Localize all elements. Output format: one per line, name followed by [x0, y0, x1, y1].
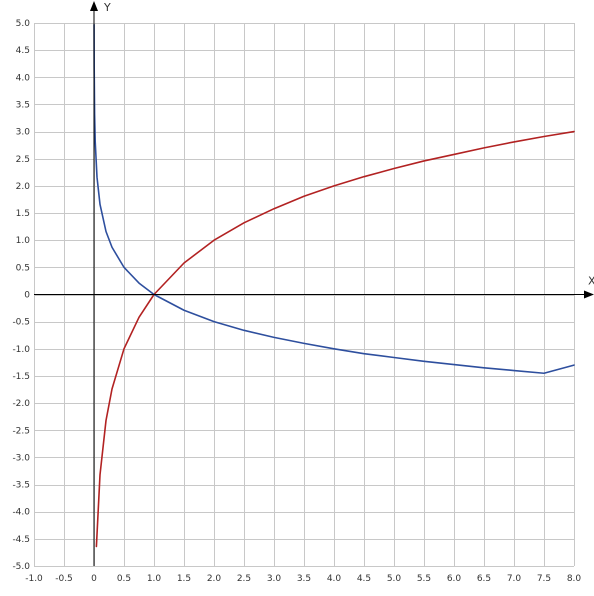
x-tick-label: 5.5 — [417, 574, 431, 584]
x-tick-label: 4.5 — [357, 574, 371, 584]
y-tick-label: 1.0 — [16, 236, 31, 246]
y-tick-label: 1.5 — [16, 209, 30, 219]
x-tick-label: 3.0 — [267, 574, 282, 584]
x-tick-label: 1.5 — [177, 574, 191, 584]
y-tick-label: -4.5 — [12, 535, 30, 545]
y-tick-label: 5.0 — [16, 19, 31, 29]
y-tick-label: 2.5 — [16, 155, 30, 165]
y-tick-label: -1.5 — [12, 372, 30, 382]
x-tick-label: 2.5 — [237, 574, 251, 584]
y-tick-label: 3.0 — [16, 128, 31, 138]
x-tick-label: 0 — [91, 574, 97, 584]
x-tick-label: 7.5 — [537, 574, 551, 584]
series-line-1 — [95, 130, 575, 548]
series-line-2 — [93, 23, 575, 375]
x-tick-label: 1.0 — [147, 574, 162, 584]
y-tick-label: 2.0 — [16, 182, 31, 192]
y-tick-label: -2.0 — [12, 399, 30, 409]
x-tick-label: 3.5 — [297, 574, 311, 584]
y-tick-label: -3.5 — [12, 481, 30, 491]
y-tick-label: 0.5 — [16, 263, 30, 273]
y-tick-label: -4.0 — [12, 508, 30, 518]
y-tick-label: 4.5 — [16, 46, 30, 56]
x-tick-label: 6.5 — [477, 574, 491, 584]
x-tick-labels: -1.0 -0.5 0 0.5 1.0 1.5 2.0 2.5 3.0 3.5 4.0 4.5 5.0 5… — [25, 574, 581, 584]
y-tick-label: -5.0 — [12, 562, 30, 572]
y-tick-label: 4.0 — [16, 73, 31, 83]
x-tick-label: -1.0 — [25, 574, 43, 584]
x-axis-arrow-icon — [584, 290, 594, 299]
x-tick-label: 2.0 — [207, 574, 222, 584]
axes: X Y — [34, 1, 594, 566]
y-tick-label: -1.0 — [12, 345, 30, 355]
y-tick-labels: 5.0 4.5 4.0 3.5 3.0 2.5 2.0 1.5 1.0 0.5 0 -0.5 -1.0 -… — [12, 19, 30, 572]
x-tick-label: 6.0 — [447, 574, 462, 584]
y-tick-label: 0 — [24, 291, 30, 301]
y-tick-label: 3.5 — [16, 100, 30, 110]
y-axis-label: Y — [103, 1, 111, 14]
y-axis-arrow-icon — [90, 1, 98, 11]
x-tick-label: 7.0 — [507, 574, 522, 584]
x-tick-label: 5.0 — [387, 574, 402, 584]
y-tick-label: -2.5 — [12, 426, 30, 436]
series-layer — [93, 23, 575, 548]
x-axis-label: X — [588, 275, 594, 288]
x-tick-label: 8.0 — [567, 574, 582, 584]
x-tick-label: 0.5 — [117, 574, 131, 584]
y-tick-label: -3.0 — [12, 453, 30, 463]
x-tick-label: -0.5 — [55, 574, 73, 584]
x-tick-label: 4.0 — [327, 574, 342, 584]
y-tick-label: -0.5 — [12, 318, 30, 328]
